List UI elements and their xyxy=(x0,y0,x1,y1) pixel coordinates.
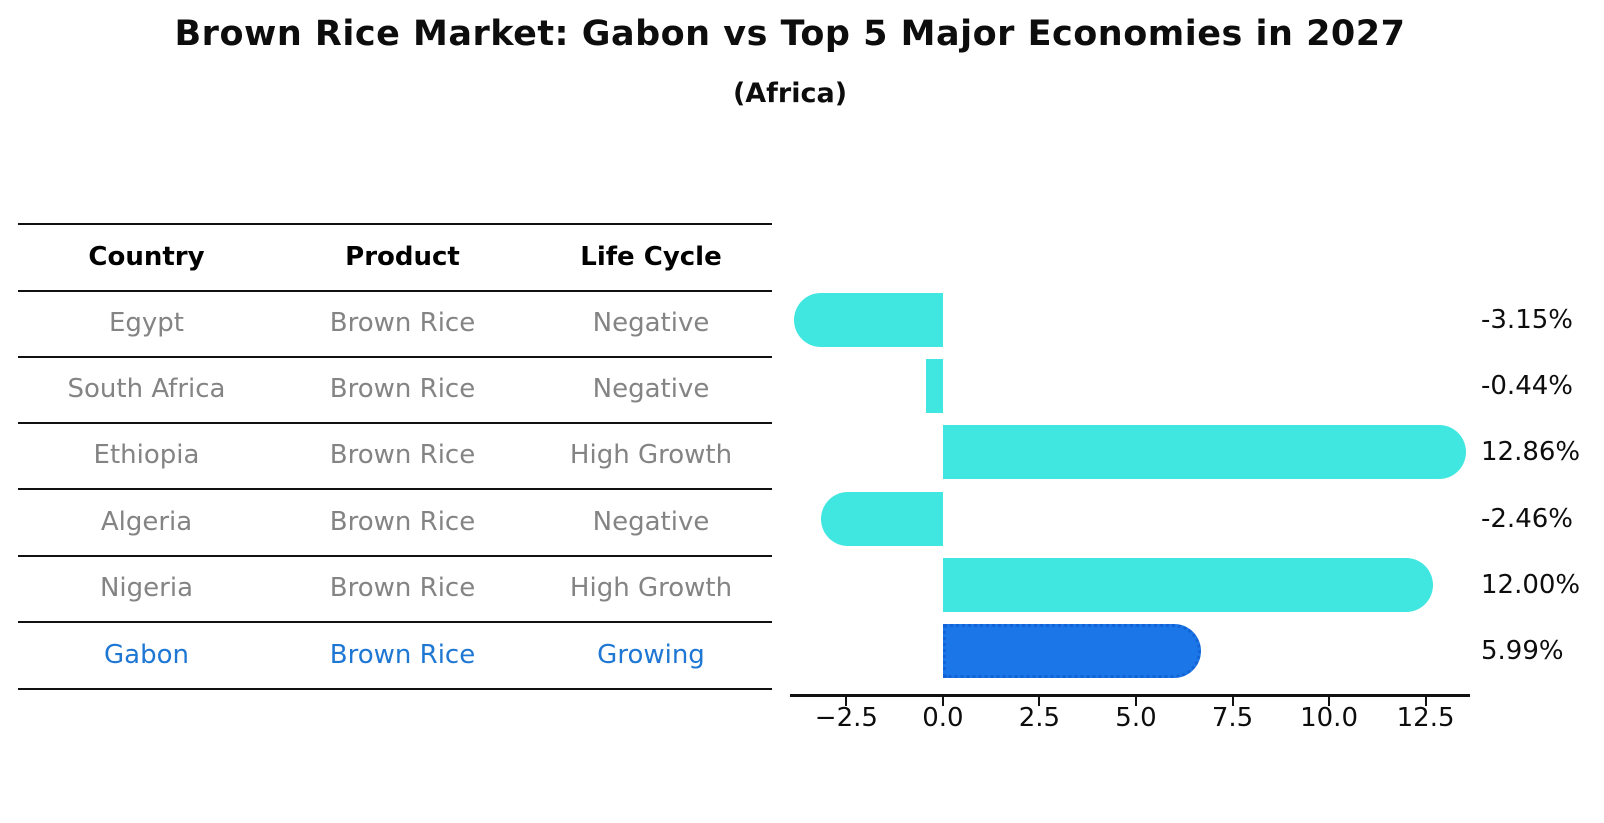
table-rule xyxy=(18,422,772,424)
table-header-life-cycle: Life Cycle xyxy=(580,241,722,272)
table-cell-country: Egypt xyxy=(108,308,185,338)
table-cell-product: Brown Rice xyxy=(329,639,476,670)
table-rule xyxy=(18,688,772,690)
bar xyxy=(925,359,943,414)
table-cell-life-cycle: Negative xyxy=(592,506,710,537)
bar-highlight xyxy=(942,624,1202,678)
x-tick-mark xyxy=(1424,695,1427,706)
x-tick-mark xyxy=(941,695,944,706)
table-cell-life-cycle: Negative xyxy=(592,308,710,338)
x-tick-label: 7.5 xyxy=(1211,703,1254,733)
bar-value-label: 12.86% xyxy=(1481,437,1581,468)
bar-value-label: -2.46% xyxy=(1481,503,1573,534)
table-rule xyxy=(18,621,772,623)
table-cell-country: Gabon xyxy=(104,639,189,670)
x-tick-mark xyxy=(1231,695,1234,706)
x-tick-label: 10.0 xyxy=(1300,703,1358,733)
table-cell-life-cycle: Negative xyxy=(592,374,710,404)
bar xyxy=(794,293,943,347)
table-row: South Africa Brown Rice Negative xyxy=(18,356,772,422)
x-tick-label: −2.5 xyxy=(814,703,878,733)
table-header-row: Country Product Life Cycle xyxy=(18,223,772,290)
table-row: Nigeria Brown Rice High Growth xyxy=(18,555,772,621)
table-cell-product: Brown Rice xyxy=(329,506,476,537)
x-axis-line xyxy=(790,694,1470,697)
bar xyxy=(942,557,1434,612)
table-cell-product: Brown Rice xyxy=(329,440,476,470)
bar-value-label: -3.15% xyxy=(1481,305,1573,335)
table-cell-country: Algeria xyxy=(100,506,193,537)
x-tick-label: 5.0 xyxy=(1115,703,1157,733)
table-rule xyxy=(18,223,772,225)
table-cell-product: Brown Rice xyxy=(329,308,476,338)
chart-subtitle: (Africa) xyxy=(732,78,848,109)
x-tick-mark xyxy=(1038,695,1041,706)
table-row: Algeria Brown Rice Negative xyxy=(18,488,772,555)
table-cell-product: Brown Rice xyxy=(329,374,476,404)
table-cell-country: South Africa xyxy=(67,374,226,404)
bar xyxy=(820,491,943,546)
table-rule xyxy=(18,555,772,557)
x-tick-mark xyxy=(1134,695,1137,706)
table-cell-product: Brown Rice xyxy=(329,573,476,603)
x-tick-mark xyxy=(845,695,848,706)
table-header-country: Country xyxy=(88,241,205,272)
table-cell-life-cycle: High Growth xyxy=(569,573,733,603)
bar-value-label: 12.00% xyxy=(1481,569,1581,600)
x-tick-label: 2.5 xyxy=(1018,703,1061,733)
x-tick-label: 0.0 xyxy=(922,703,964,733)
table-row: Ethiopia Brown Rice High Growth xyxy=(18,422,772,488)
bar xyxy=(942,425,1467,480)
x-tick-mark xyxy=(1328,695,1331,706)
bar-value-label: -0.44% xyxy=(1481,371,1573,402)
x-tick-label: 12.5 xyxy=(1396,703,1455,733)
table-rule xyxy=(18,290,772,292)
table-rule xyxy=(18,488,772,490)
table-cell-life-cycle: High Growth xyxy=(569,440,733,470)
table-row: Egypt Brown Rice Negative xyxy=(18,290,772,356)
table-cell-life-cycle: Growing xyxy=(597,639,705,670)
chart-title: Brown Rice Market: Gabon vs Top 5 Major … xyxy=(174,14,1406,54)
table-cell-country: Ethiopia xyxy=(93,440,200,470)
bar-value-label: 5.99% xyxy=(1481,636,1564,666)
table-header-product: Product xyxy=(345,241,460,272)
table-rule xyxy=(18,356,772,358)
table-row-highlight: Gabon Brown Rice Growing xyxy=(18,621,772,688)
table-cell-country: Nigeria xyxy=(99,573,194,603)
